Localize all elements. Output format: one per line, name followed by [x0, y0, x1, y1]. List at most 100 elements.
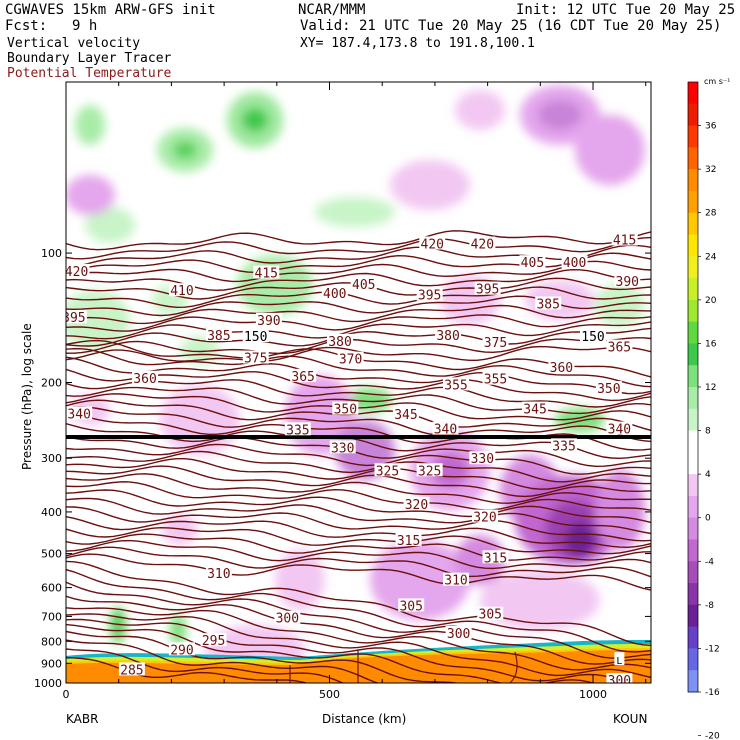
isentrope-line [66, 497, 651, 535]
isentrope-line [66, 347, 651, 388]
theta-label: 355 [444, 378, 467, 393]
theta-label-bg [255, 312, 282, 326]
theta-label: 415 [255, 267, 278, 282]
colorbar-units: cm s⁻¹ [704, 77, 730, 86]
isentrope-line [66, 252, 651, 274]
colorbar-label: 28 [705, 209, 717, 219]
colorbar-swatch [688, 147, 698, 170]
theta-label-bg [205, 327, 232, 341]
theta-label: 355 [484, 373, 507, 388]
theta-label: 390 [616, 275, 639, 290]
theta-label-bg [551, 438, 578, 452]
colorbar-swatch [688, 321, 698, 344]
isentrope-line [66, 568, 651, 653]
colorbar-swatch [688, 190, 698, 214]
isentrope-line [66, 314, 651, 332]
theta-label: 345 [394, 408, 417, 423]
isentrope-line [66, 623, 596, 683]
theta-label: 400 [563, 256, 586, 271]
theta-label: 380 [328, 335, 351, 350]
theta-label: 360 [133, 372, 156, 387]
isentrope-line [66, 639, 380, 683]
theta-label-bg [403, 496, 430, 510]
theta-label-bg [561, 255, 588, 269]
isentrope-line [66, 481, 651, 511]
isentrope-line [66, 435, 651, 468]
theta-label-bg [595, 381, 622, 395]
theta-label: 375 [484, 336, 507, 351]
theta-label-bg [548, 359, 575, 373]
theta-label: 395 [418, 289, 441, 304]
theta-label-bg [332, 401, 359, 415]
y-tick-label: 600 [41, 582, 62, 595]
theta-label-bg [477, 606, 504, 620]
theta-label: 395 [62, 311, 85, 326]
isentrope-line [66, 473, 651, 504]
isentrope-line [66, 393, 651, 421]
theta-label: 305 [399, 599, 422, 614]
theta-label-bg [274, 610, 301, 624]
theta-label-bg [474, 281, 501, 295]
theta-label-bg [321, 286, 348, 300]
y-axis: 100 200 300 400 500 600 700 800 900 1000 [34, 247, 651, 690]
theta-label-bg [535, 296, 562, 310]
isentrope-line [66, 286, 651, 309]
colorbar-label: 0 [705, 514, 711, 524]
colorbar-swatch [688, 452, 698, 475]
colorbar-swatch [688, 169, 698, 192]
xy-range: XY= 187.4,173.8 to 191.8,100.1 [300, 36, 535, 51]
isentrope-line [66, 516, 651, 549]
theta-label: 330 [331, 441, 354, 456]
theta-label: 335 [552, 439, 575, 454]
colorbar-swatch [688, 474, 698, 497]
colorbar-swatch [688, 125, 698, 148]
embedded-label-bg [242, 329, 269, 343]
theta-label-bg [432, 421, 459, 435]
theta-label-bg [419, 236, 446, 250]
isentrope-line [66, 321, 651, 340]
theta-label-bg [443, 572, 469, 586]
theta-label: 310 [444, 574, 467, 589]
colorbar-swatch [688, 604, 698, 628]
theta-label-bg [416, 287, 443, 301]
isentrope-line [66, 345, 651, 362]
colorbar-label: 12 [705, 383, 716, 393]
embedded-label: 150 [244, 330, 267, 345]
isentrope-line [66, 337, 651, 355]
isentrope-line [66, 618, 634, 683]
theta-label-bg [337, 351, 364, 365]
isentrope-line [66, 450, 651, 483]
theta-label: 330 [471, 452, 494, 467]
embedded-label-bg [580, 329, 607, 343]
colorbar-label: 36 [705, 122, 717, 132]
isentrope-line [66, 607, 651, 671]
colorbar-swatch [688, 539, 698, 562]
theta-label: 365 [608, 341, 631, 356]
theta-label: 315 [397, 534, 420, 549]
field-potential-temperature: Potential Temperature [7, 66, 172, 81]
theta-label-bg [606, 339, 633, 353]
isentrope-line [66, 458, 651, 490]
theta-label-bg [482, 550, 509, 564]
theta-label-bg [200, 633, 227, 647]
theta-label-bg [398, 598, 425, 612]
y-tick-label: 500 [41, 548, 62, 561]
isentrope-line [66, 526, 651, 555]
theta-label: 300 [276, 612, 299, 627]
isentrope-line [66, 465, 651, 498]
colorbar-swatch [688, 212, 698, 235]
y-tick-label: 700 [41, 610, 62, 623]
isentrope-line [66, 244, 651, 269]
colorbar-swatch [688, 278, 698, 301]
theta-label-bg [482, 371, 509, 385]
theta-label-bg [242, 350, 269, 364]
isentrope-line [66, 656, 309, 683]
isentrope-line [66, 553, 651, 591]
isentrope-line [66, 379, 651, 408]
theta-label-bg [66, 263, 90, 277]
theta-label-bg [606, 673, 633, 683]
isentrope-line [66, 304, 651, 325]
theta-label: 295 [202, 634, 225, 649]
isentrope-line [66, 595, 651, 665]
theta-label-bg [522, 401, 549, 415]
